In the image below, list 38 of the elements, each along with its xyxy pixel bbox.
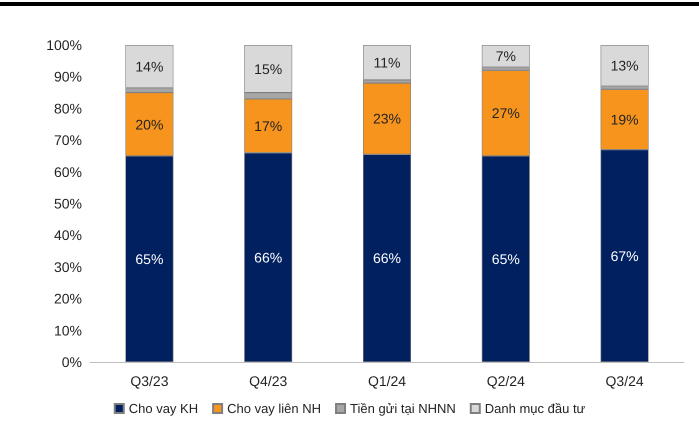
x-tick-label: Q3/23 (130, 373, 169, 389)
y-tick-label: 90% (54, 68, 82, 85)
x-tick-label: Q1/24 (368, 373, 406, 389)
y-tick-label: 20% (54, 290, 82, 307)
data-label: 66% (372, 250, 402, 266)
bar (482, 45, 530, 68)
data-label: 27% (492, 105, 520, 122)
legend-label: Cho vay KH (128, 401, 198, 416)
data-label: 65% (135, 250, 164, 267)
data-label: 65% (492, 250, 520, 267)
bar (600, 45, 649, 86)
y-tick-label: 0% (62, 354, 82, 370)
y-tick-label: 80% (54, 100, 82, 116)
legend-label: Cho vay liên NH (227, 401, 322, 416)
y-tick-label: 40% (54, 227, 82, 244)
data-label: 66% (254, 249, 282, 266)
data-label: 19% (610, 111, 639, 128)
bar (363, 45, 411, 80)
data-label: 23% (372, 110, 402, 127)
y-tick-label: 50% (54, 196, 82, 212)
x-tick-label: Q2/24 (486, 373, 526, 389)
data-label: 11% (374, 54, 400, 70)
y-tick-label: 30% (54, 258, 82, 275)
data-label: 15% (254, 60, 282, 77)
data-label: 7% (496, 48, 516, 64)
data-label: 17% (254, 118, 282, 134)
legend-label: Danh mục đầu tư (484, 401, 586, 416)
data-label: 14% (135, 58, 164, 74)
y-tick-label: 60% (54, 164, 82, 180)
y-tick-label: 100% (46, 37, 82, 53)
y-tick-label: 10% (54, 322, 82, 338)
y-tick-label: 70% (54, 132, 82, 148)
x-tick-label: Q4/23 (249, 373, 288, 389)
data-label: 13% (610, 58, 639, 74)
x-tick-label: Q3/24 (606, 373, 644, 389)
data-label: 20% (135, 116, 164, 132)
data-label: 67% (610, 248, 639, 264)
legend-label: Tiền gửi tại NHNN (350, 401, 456, 416)
